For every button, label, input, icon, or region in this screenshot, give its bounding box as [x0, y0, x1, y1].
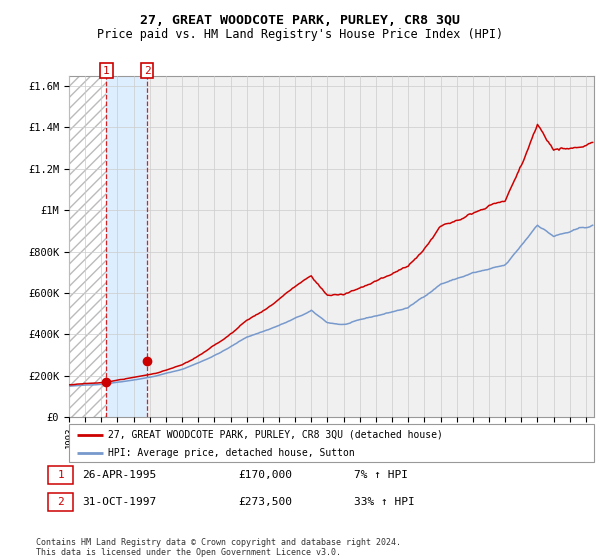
Text: HPI: Average price, detached house, Sutton: HPI: Average price, detached house, Sutt…: [109, 448, 355, 458]
Text: Price paid vs. HM Land Registry's House Price Index (HPI): Price paid vs. HM Land Registry's House …: [97, 28, 503, 41]
Text: 26-APR-1995: 26-APR-1995: [82, 470, 157, 480]
FancyBboxPatch shape: [69, 424, 594, 462]
Text: 2: 2: [143, 66, 151, 76]
Text: 27, GREAT WOODCOTE PARK, PURLEY, CR8 3QU: 27, GREAT WOODCOTE PARK, PURLEY, CR8 3QU: [140, 14, 460, 27]
Bar: [48, 493, 73, 511]
Text: 1: 1: [57, 470, 64, 480]
Text: Contains HM Land Registry data © Crown copyright and database right 2024.
This d: Contains HM Land Registry data © Crown c…: [36, 538, 401, 557]
Bar: [106, 76, 147, 417]
Bar: [48, 466, 73, 484]
Text: 7% ↑ HPI: 7% ↑ HPI: [354, 470, 408, 480]
Bar: [69, 76, 106, 417]
Text: £273,500: £273,500: [238, 497, 292, 507]
Text: 1: 1: [103, 66, 110, 76]
Text: 31-OCT-1997: 31-OCT-1997: [82, 497, 157, 507]
Text: 27, GREAT WOODCOTE PARK, PURLEY, CR8 3QU (detached house): 27, GREAT WOODCOTE PARK, PURLEY, CR8 3QU…: [109, 430, 443, 440]
Text: £170,000: £170,000: [238, 470, 292, 480]
Text: 2: 2: [57, 497, 64, 507]
Text: 33% ↑ HPI: 33% ↑ HPI: [354, 497, 415, 507]
